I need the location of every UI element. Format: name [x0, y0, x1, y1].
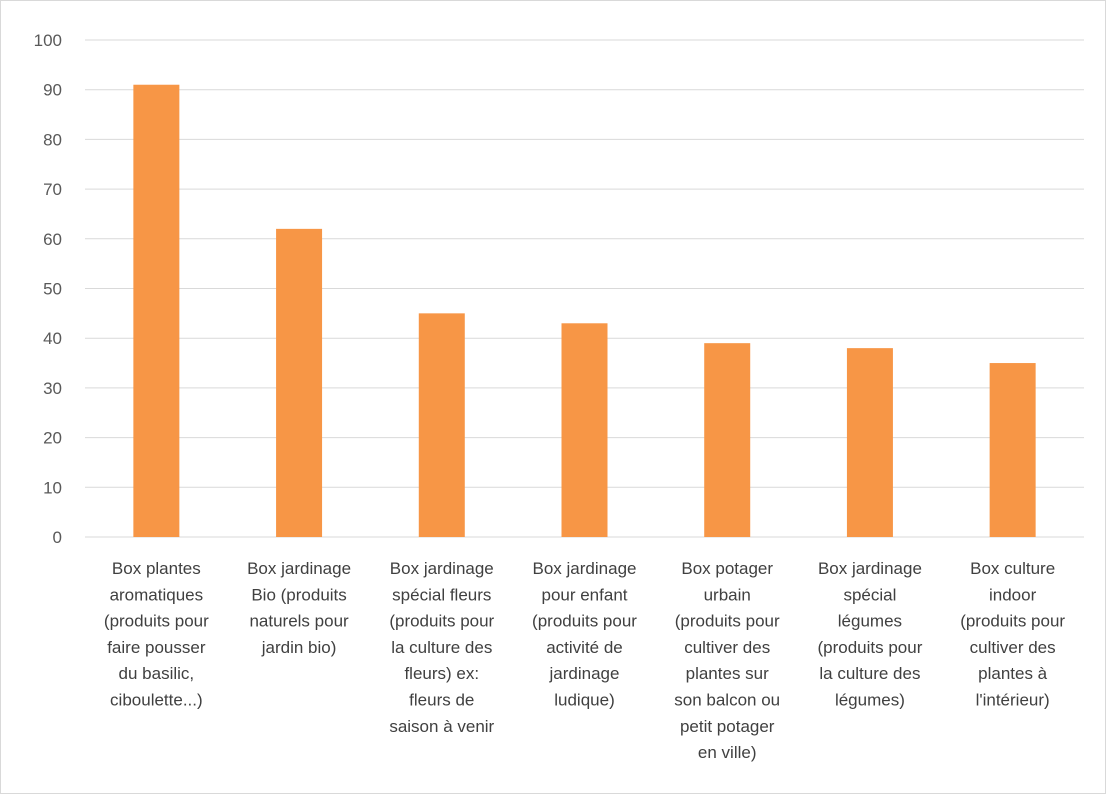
- x-category-label: Box jardinage pour enfant (produits pour ac…: [532, 559, 637, 710]
- y-tick-label: 20: [43, 429, 62, 448]
- x-category-label: Box jardinage spécial légumes (produits pou…: [817, 559, 922, 710]
- y-axis-tick-labels: 0 10 20 30 40 50 60 70 80 90 100: [34, 31, 62, 547]
- y-tick-label: 0: [53, 528, 62, 547]
- bar: [989, 363, 1036, 537]
- y-tick-label: 50: [43, 280, 62, 299]
- y-tick-label: 60: [43, 230, 62, 249]
- x-category-label: Box culture indoor (produits pour cultiver …: [960, 559, 1065, 710]
- y-tick-label: 30: [43, 379, 62, 398]
- y-tick-label: 100: [34, 31, 62, 50]
- x-category-label: Box potager urbain (produits pour cultiver …: [674, 559, 780, 762]
- bar: [133, 84, 180, 537]
- bar: [561, 323, 608, 537]
- y-tick-label: 90: [43, 81, 62, 100]
- y-tick-label: 40: [43, 329, 62, 348]
- bar: [276, 228, 323, 538]
- bar: [846, 348, 893, 537]
- x-category-label: Box jardinage Bio (produits naturels pour j…: [247, 559, 351, 657]
- bars: [133, 84, 1036, 538]
- y-tick-label: 10: [43, 478, 62, 497]
- y-tick-label: 80: [43, 130, 62, 149]
- bar: [704, 343, 751, 537]
- x-axis-category-labels: Box plantes aromatiques (produits pour fair…: [104, 559, 1066, 762]
- x-category-label: Box jardinage spécial fleurs (produits pou…: [389, 559, 494, 736]
- x-category-label: Box plantes aromatiques (produits pour fair…: [104, 559, 209, 710]
- y-tick-label: 70: [43, 180, 62, 199]
- bar: [418, 313, 465, 537]
